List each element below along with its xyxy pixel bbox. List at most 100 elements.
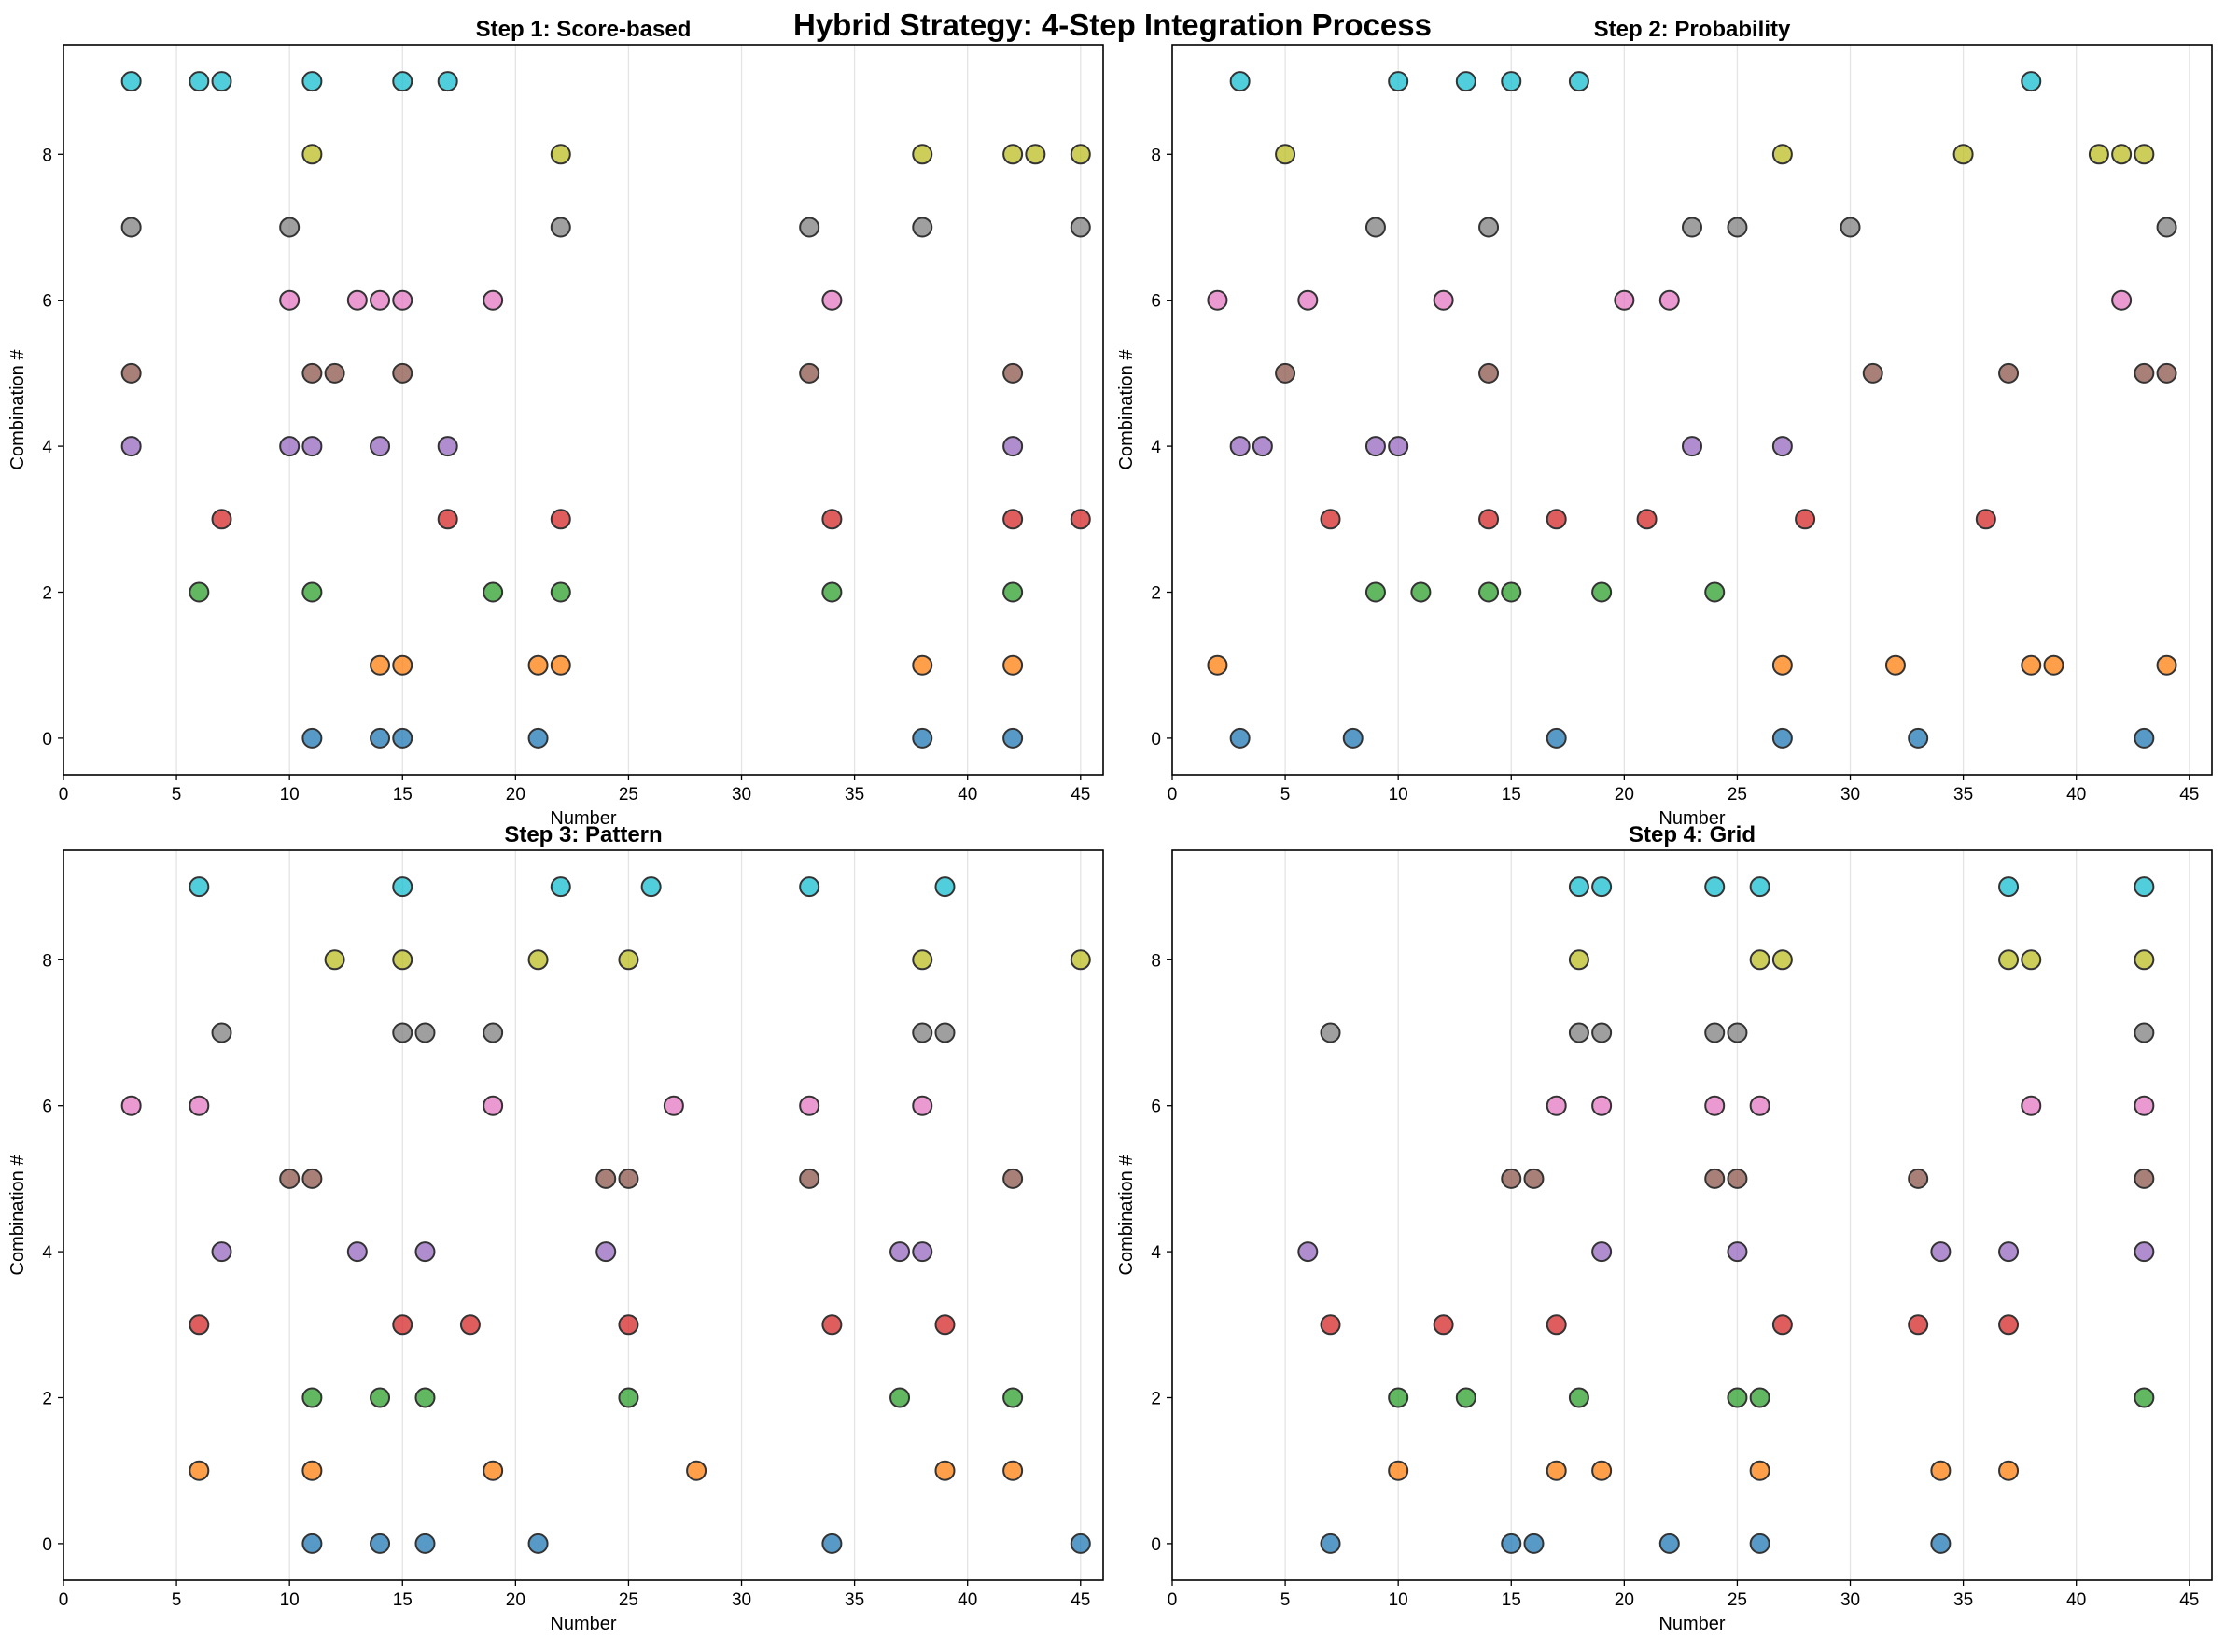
x-tick-label: 30 [1840, 785, 1860, 805]
y-tick-label: 4 [42, 438, 52, 457]
x-tick-label: 20 [506, 785, 525, 805]
data-point [120, 1095, 142, 1116]
data-point [1320, 1314, 1341, 1336]
data-point [1568, 876, 1589, 898]
x-tick-label: 40 [2066, 1590, 2086, 1610]
y-tick-label: 6 [1151, 1098, 1161, 1117]
x-tick-label: 0 [59, 785, 69, 805]
x-tick-label: 15 [393, 785, 413, 805]
data-point [392, 289, 413, 311]
y-tick-label: 6 [1151, 292, 1161, 312]
x-tick-label: 35 [845, 785, 864, 805]
data-point [821, 509, 843, 530]
data-point [1704, 1022, 1726, 1043]
y-tick-label: 0 [42, 1535, 52, 1555]
panel-1: 0 5 10 15 20 25 30 35 40 45 0 2 4 6 8 Step 1: Score-bas… [7, 17, 1104, 829]
data-point [912, 949, 933, 971]
x-tick-label: 45 [1071, 785, 1090, 805]
data-point [2021, 1095, 2042, 1116]
panel-title: Step 3: Pattern [504, 822, 662, 847]
data-point [483, 289, 504, 311]
data-point [301, 362, 323, 384]
y-axis-label: Combination # [7, 1155, 28, 1276]
data-point [686, 1460, 707, 1481]
data-point [2043, 654, 2064, 676]
data-point [370, 1387, 391, 1408]
data-point [2134, 1387, 2155, 1408]
data-point [1501, 1533, 1522, 1554]
data-point [1297, 289, 1319, 311]
x-tick-label: 20 [1615, 1590, 1634, 1610]
x-tick-label: 40 [2066, 785, 2086, 805]
data-point [821, 581, 843, 603]
x-tick-label: 25 [1728, 785, 1747, 805]
data-point [120, 362, 142, 384]
data-point [1614, 289, 1635, 311]
data-point [618, 1314, 639, 1336]
data-point [527, 727, 549, 749]
data-point [1388, 71, 1409, 92]
plot-frame [1171, 44, 2213, 776]
data-point [1002, 436, 1024, 457]
data-point [2156, 362, 2177, 384]
data-point [1070, 144, 1091, 165]
data-point [912, 217, 933, 238]
data-point [1727, 217, 1748, 238]
data-point [437, 71, 458, 92]
data-point [1749, 876, 1770, 898]
data-point [279, 217, 301, 238]
data-point [1840, 217, 1861, 238]
x-tick-label: 10 [280, 1590, 300, 1610]
data-point [189, 1095, 210, 1116]
data-point [1771, 949, 1793, 971]
data-point [370, 289, 391, 311]
data-point [301, 144, 323, 165]
data-point [1455, 1387, 1476, 1408]
data-point [912, 1241, 933, 1263]
data-point [1682, 217, 1702, 238]
figure-title: Hybrid Strategy: 4-Step Integration Proc… [793, 7, 1432, 42]
data-point [1388, 436, 1409, 457]
x-tick-label: 10 [1389, 1590, 1408, 1610]
data-point [1002, 1460, 1024, 1481]
data-point [1002, 362, 1024, 384]
y-tick-label: 4 [1151, 438, 1161, 457]
x-tick-label: 0 [59, 1590, 69, 1610]
data-point [1229, 727, 1251, 749]
data-point [1704, 1095, 1726, 1116]
data-point [1275, 144, 1296, 165]
plot-frame [63, 44, 1104, 776]
data-point [279, 289, 301, 311]
y-tick-label: 6 [42, 1098, 52, 1117]
data-point [1546, 727, 1567, 749]
data-point [1704, 876, 1726, 898]
x-tick-label: 45 [1071, 1590, 1090, 1610]
data-point [1771, 1314, 1793, 1336]
data-point [1002, 581, 1024, 603]
panel-title: Step 4: Grid [1629, 822, 1756, 847]
data-point [912, 654, 933, 676]
y-tick-label: 8 [42, 951, 52, 971]
data-point [1002, 509, 1024, 530]
x-tick-label: 5 [172, 785, 182, 805]
data-point [1795, 509, 1816, 530]
data-point [1207, 654, 1228, 676]
data-point [1546, 1314, 1567, 1336]
data-point [1591, 1022, 1613, 1043]
y-tick-label: 4 [42, 1243, 52, 1263]
data-point [483, 1460, 504, 1481]
x-tick-label: 0 [1168, 785, 1178, 805]
data-point [2134, 362, 2155, 384]
x-tick-label: 10 [1389, 785, 1408, 805]
y-axis-label: Combination # [1116, 1155, 1137, 1276]
data-point [1546, 1095, 1567, 1116]
data-point [392, 71, 413, 92]
x-tick-label: 35 [845, 1590, 864, 1610]
data-point [2088, 144, 2109, 165]
data-point [821, 1314, 843, 1336]
data-point [1727, 1241, 1748, 1263]
data-point [1568, 71, 1589, 92]
data-point [2134, 1241, 2155, 1263]
